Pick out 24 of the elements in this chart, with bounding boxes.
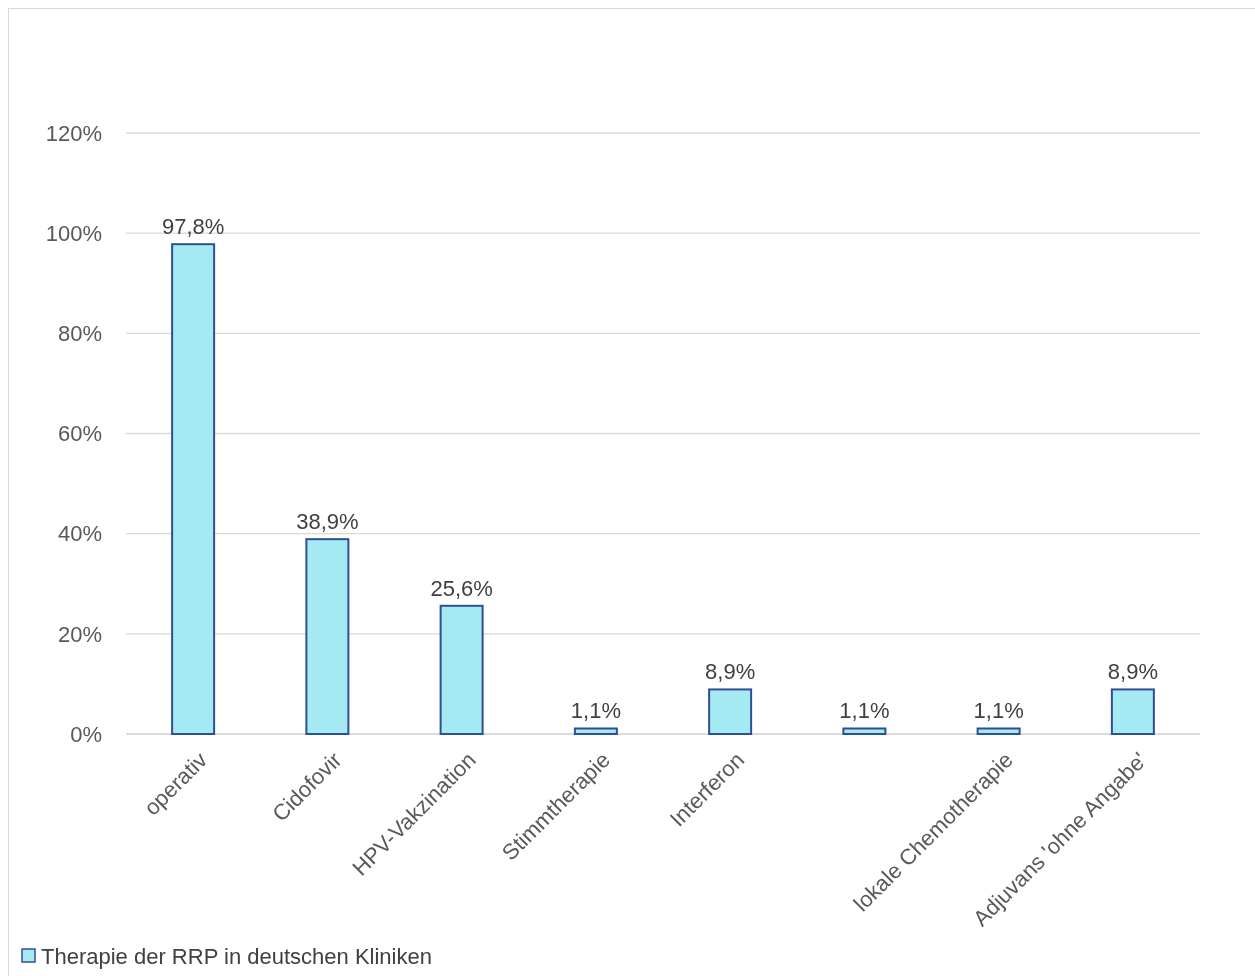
y-tick-label: 120% [45,120,102,146]
y-tick-label: 20% [57,621,102,647]
data-label: 1,1% [570,698,621,724]
y-tick-label: 60% [57,421,102,447]
y-tick-label: 0% [70,721,102,747]
data-label: 38,9% [296,509,359,535]
legend-label: Therapie der RRP in deutschen Kliniken [41,943,432,969]
bar [976,727,1021,735]
data-label: 97,8% [161,214,225,240]
data-label: 8,9% [705,659,756,685]
bar [439,604,484,735]
bar [708,688,753,735]
data-label: 1,1% [973,698,1024,724]
bar [171,243,216,735]
bar [573,727,618,735]
bar [842,727,887,735]
y-tick-label: 40% [57,521,102,547]
y-tick-label: 100% [45,220,102,246]
data-label: 8,9% [1107,659,1158,685]
bar [1110,688,1155,735]
y-tick-label: 80% [57,321,102,347]
bar [305,538,350,735]
data-label: 1,1% [839,698,890,724]
data-label: 25,6% [430,575,493,601]
